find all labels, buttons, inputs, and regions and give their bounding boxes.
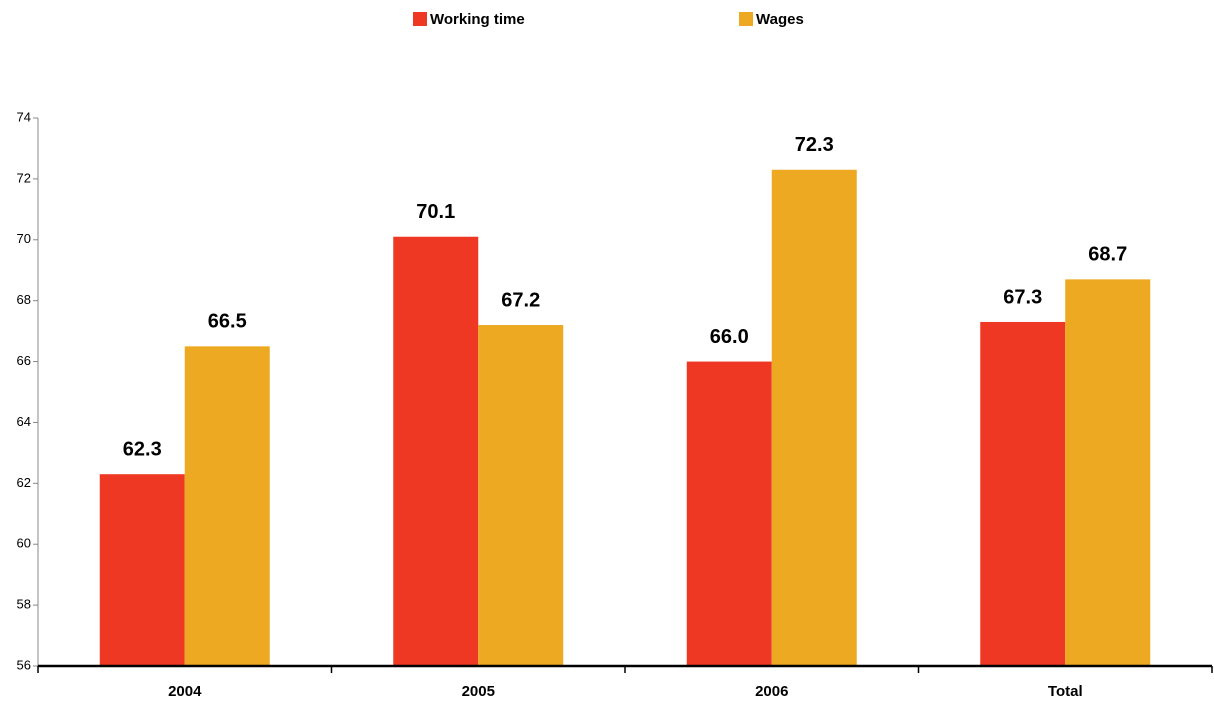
value-label: 72.3: [795, 134, 834, 156]
value-label: 62.3: [123, 438, 162, 460]
value-label: 70.1: [416, 201, 455, 223]
y-tick-label: 60: [17, 536, 31, 551]
bar: [1065, 279, 1151, 666]
legend-swatch: [413, 12, 427, 26]
y-tick-label: 56: [17, 657, 31, 672]
bar: [686, 361, 772, 666]
value-label: 66.5: [208, 311, 247, 333]
y-tick-label: 74: [17, 109, 31, 124]
bar: [184, 346, 270, 666]
x-tick-label: Total: [1048, 683, 1083, 700]
value-label: 67.3: [1003, 286, 1042, 308]
bar: [980, 321, 1066, 666]
bar: [771, 169, 857, 666]
y-tick-label: 62: [17, 475, 31, 490]
value-label: 66.0: [710, 326, 749, 348]
y-tick-label: 68: [17, 292, 31, 307]
value-label: 67.2: [501, 289, 540, 311]
y-tick-label: 58: [17, 597, 31, 612]
bar: [393, 236, 479, 666]
bar: [99, 474, 185, 666]
x-tick-label: 2006: [755, 683, 788, 700]
legend-label: Working time: [430, 11, 525, 28]
y-tick-label: 64: [17, 414, 31, 429]
legend-label: Wages: [756, 11, 804, 28]
bar: [478, 325, 564, 666]
value-label: 68.7: [1088, 244, 1127, 266]
y-tick-label: 66: [17, 353, 31, 368]
x-tick-label: 2005: [462, 683, 495, 700]
y-tick-label: 70: [17, 231, 31, 246]
legend-swatch: [739, 12, 753, 26]
y-tick-label: 72: [17, 170, 31, 185]
x-tick-label: 2004: [168, 683, 202, 700]
